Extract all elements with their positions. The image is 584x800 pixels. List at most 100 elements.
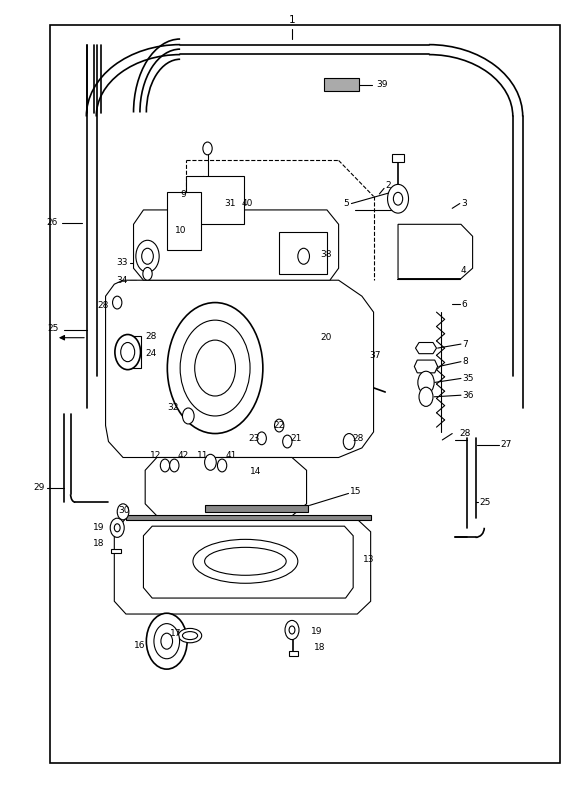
Circle shape — [257, 432, 266, 445]
Circle shape — [143, 267, 152, 280]
Text: 38: 38 — [320, 250, 332, 259]
Bar — [324, 78, 359, 91]
Text: 1: 1 — [288, 15, 296, 25]
Text: 39: 39 — [377, 80, 388, 89]
Text: 18: 18 — [93, 539, 105, 548]
Text: 28: 28 — [353, 434, 364, 443]
Bar — [123, 336, 141, 368]
Polygon shape — [106, 280, 374, 458]
Text: 3: 3 — [461, 199, 467, 208]
Text: 41: 41 — [225, 451, 237, 461]
Text: 28: 28 — [145, 332, 157, 341]
Circle shape — [115, 334, 141, 370]
Bar — [204, 506, 308, 512]
Circle shape — [203, 142, 212, 155]
Text: 7: 7 — [463, 339, 468, 349]
Text: 37: 37 — [369, 350, 380, 360]
Ellipse shape — [182, 631, 197, 639]
Circle shape — [161, 633, 172, 649]
Circle shape — [217, 459, 227, 472]
Text: 11: 11 — [197, 451, 208, 461]
Circle shape — [204, 454, 216, 470]
Text: 19: 19 — [93, 523, 105, 532]
Bar — [392, 154, 404, 162]
Circle shape — [388, 184, 409, 213]
Bar — [167, 192, 200, 250]
Bar — [186, 176, 244, 224]
Circle shape — [121, 342, 135, 362]
Text: 22: 22 — [274, 421, 285, 430]
Text: 4: 4 — [461, 266, 467, 275]
Text: 25: 25 — [479, 498, 491, 506]
Text: 23: 23 — [249, 434, 260, 443]
Polygon shape — [415, 360, 437, 373]
Text: 10: 10 — [175, 226, 186, 235]
Bar — [288, 650, 298, 655]
Circle shape — [343, 434, 355, 450]
Text: 32: 32 — [167, 403, 178, 413]
Text: 34: 34 — [116, 276, 128, 285]
Polygon shape — [134, 210, 339, 280]
Text: 14: 14 — [250, 467, 262, 476]
Circle shape — [161, 459, 169, 472]
Polygon shape — [398, 224, 472, 278]
Text: 19: 19 — [311, 627, 322, 636]
Text: 18: 18 — [314, 643, 326, 652]
Circle shape — [169, 459, 179, 472]
Bar — [50, 25, 560, 763]
Text: 20: 20 — [320, 334, 331, 342]
Ellipse shape — [193, 539, 298, 583]
Text: 9: 9 — [180, 190, 186, 199]
Text: 6: 6 — [461, 300, 467, 309]
Text: 21: 21 — [291, 434, 302, 443]
Circle shape — [298, 248, 310, 264]
Circle shape — [394, 192, 403, 205]
Text: 29: 29 — [33, 483, 44, 492]
Circle shape — [180, 320, 250, 416]
Circle shape — [113, 296, 122, 309]
Text: 27: 27 — [500, 440, 512, 450]
Circle shape — [168, 302, 263, 434]
Text: 17: 17 — [169, 629, 181, 638]
Circle shape — [419, 387, 433, 406]
Text: 25: 25 — [47, 324, 59, 333]
Text: 33: 33 — [116, 258, 128, 267]
Circle shape — [147, 614, 187, 669]
Polygon shape — [114, 518, 371, 614]
Text: 5: 5 — [343, 199, 349, 208]
Text: 40: 40 — [241, 199, 253, 208]
Circle shape — [285, 621, 299, 639]
Polygon shape — [145, 458, 307, 516]
Circle shape — [114, 524, 120, 532]
Circle shape — [142, 248, 154, 264]
Text: 2: 2 — [385, 182, 391, 190]
Text: 13: 13 — [363, 555, 374, 564]
Bar — [112, 549, 121, 554]
Bar — [126, 515, 371, 520]
Bar — [279, 232, 327, 274]
Text: 42: 42 — [178, 451, 189, 461]
Polygon shape — [144, 526, 353, 598]
Text: 16: 16 — [134, 642, 145, 650]
Circle shape — [110, 518, 124, 538]
Circle shape — [182, 408, 194, 424]
Circle shape — [274, 419, 284, 432]
Circle shape — [194, 340, 235, 396]
Text: 24: 24 — [145, 349, 157, 358]
Text: 31: 31 — [224, 199, 235, 208]
Text: 36: 36 — [463, 390, 474, 400]
Text: 30: 30 — [119, 506, 130, 514]
Text: 8: 8 — [463, 357, 468, 366]
Text: 15: 15 — [350, 487, 361, 496]
Circle shape — [136, 240, 159, 272]
Text: 12: 12 — [150, 451, 161, 461]
Polygon shape — [415, 342, 436, 354]
Circle shape — [117, 504, 129, 520]
Text: 28: 28 — [97, 302, 109, 310]
Circle shape — [289, 626, 295, 634]
Circle shape — [283, 435, 292, 448]
Text: 28: 28 — [460, 429, 471, 438]
Circle shape — [418, 371, 434, 394]
Ellipse shape — [204, 547, 286, 575]
Text: 35: 35 — [463, 374, 474, 383]
